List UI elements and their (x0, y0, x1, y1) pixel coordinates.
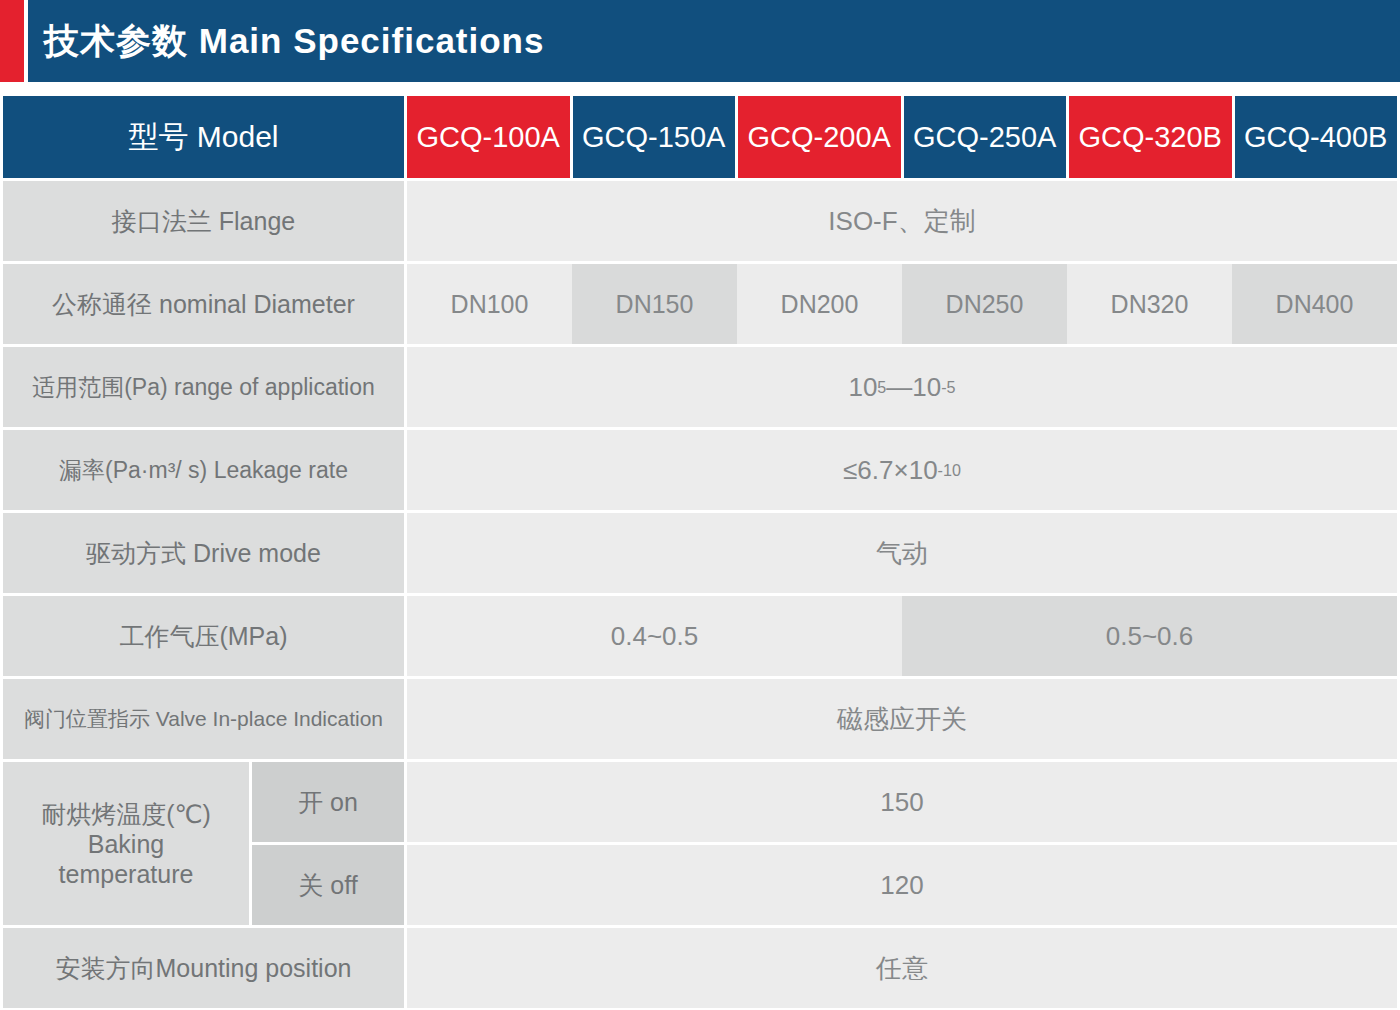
baking-label-line1: 耐烘烤温度(℃) (41, 799, 211, 829)
row-leakage: 漏率(Pa·m³/ s) Leakage rate ≤6.7×10-10 (3, 430, 1397, 510)
diameter-label: 公称通径 nominal Diameter (3, 264, 404, 344)
flange-value: ISO-F、定制 (407, 181, 1397, 261)
banner-background: 技术参数 Main Specifications (28, 0, 1400, 82)
diameter-dn150: DN150 (572, 264, 737, 344)
indication-label: 阀门位置指示 Valve In-place Indication (3, 679, 404, 759)
leakage-base: ≤6.7×10 (843, 455, 938, 486)
model-header-label: 型号 Model (3, 96, 404, 178)
row-flange: 接口法兰 Flange ISO-F、定制 (3, 181, 1397, 261)
range-value: 105 —10-5 (407, 347, 1397, 427)
row-mounting: 安装方向Mounting position 任意 (3, 928, 1397, 1008)
pressure-label: 工作气压(MPa) (3, 596, 404, 676)
model-column-gcq-200a: GCQ-200A (738, 96, 901, 178)
pressure-value-left: 0.4~0.5 (407, 596, 902, 676)
diameter-dn200: DN200 (737, 264, 902, 344)
baking-label-line3: temperature (59, 859, 194, 889)
spec-sheet: 技术参数 Main Specifications 型号 Model GCQ-10… (0, 0, 1400, 1010)
row-drive: 驱动方式 Drive mode 气动 (3, 513, 1397, 593)
section-banner: 技术参数 Main Specifications (0, 0, 1400, 82)
model-column-gcq-320b: GCQ-320B (1069, 96, 1232, 178)
leakage-value: ≤6.7×10-10 (407, 430, 1397, 510)
range-base1: 10 (848, 372, 877, 403)
model-column-gcq-150a: GCQ-150A (573, 96, 736, 178)
diameter-dn100: DN100 (407, 264, 572, 344)
section-title: 技术参数 Main Specifications (44, 18, 544, 65)
flange-label: 接口法兰 Flange (3, 181, 404, 261)
row-range: 适用范围(Pa) range of application 105 —10-5 (3, 347, 1397, 427)
model-header-row: 型号 Model GCQ-100A GCQ-150A GCQ-200A GCQ-… (3, 96, 1397, 178)
baking-off-label: 关 off (252, 845, 404, 925)
diameter-dn320: DN320 (1067, 264, 1232, 344)
baking-subrow-off: 关 off 120 (252, 845, 1397, 925)
row-baking: 耐烘烤温度(℃) Baking temperature 开 on 150 关 o… (3, 762, 1397, 925)
baking-subrow-on: 开 on 150 (252, 762, 1397, 842)
diameter-dn400: DN400 (1232, 264, 1397, 344)
row-diameter: 公称通径 nominal Diameter DN100 DN150 DN200 … (3, 264, 1397, 344)
pressure-value-right: 0.5~0.6 (902, 596, 1397, 676)
model-column-gcq-100a: GCQ-100A (407, 96, 570, 178)
indication-value: 磁感应开关 (407, 679, 1397, 759)
model-column-gcq-250a: GCQ-250A (904, 96, 1067, 178)
drive-label: 驱动方式 Drive mode (3, 513, 404, 593)
drive-value: 气动 (407, 513, 1397, 593)
spec-table: 型号 Model GCQ-100A GCQ-150A GCQ-200A GCQ-… (0, 96, 1400, 1008)
mounting-value: 任意 (407, 928, 1397, 1008)
baking-subrows: 开 on 150 关 off 120 (252, 762, 1397, 925)
model-column-gcq-400b: GCQ-400B (1235, 96, 1398, 178)
baking-off-value: 120 (407, 845, 1397, 925)
baking-label: 耐烘烤温度(℃) Baking temperature (3, 762, 249, 925)
range-base2: 10 (912, 372, 941, 403)
range-dash: — (886, 372, 912, 403)
baking-on-label: 开 on (252, 762, 404, 842)
leakage-label: 漏率(Pa·m³/ s) Leakage rate (3, 430, 404, 510)
red-accent-bar (0, 0, 24, 82)
mounting-label: 安装方向Mounting position (3, 928, 404, 1008)
range-label: 适用范围(Pa) range of application (3, 347, 404, 427)
baking-on-value: 150 (407, 762, 1397, 842)
row-indication: 阀门位置指示 Valve In-place Indication 磁感应开关 (3, 679, 1397, 759)
baking-label-line2: Baking (88, 829, 164, 859)
row-pressure: 工作气压(MPa) 0.4~0.5 0.5~0.6 (3, 596, 1397, 676)
diameter-dn250: DN250 (902, 264, 1067, 344)
